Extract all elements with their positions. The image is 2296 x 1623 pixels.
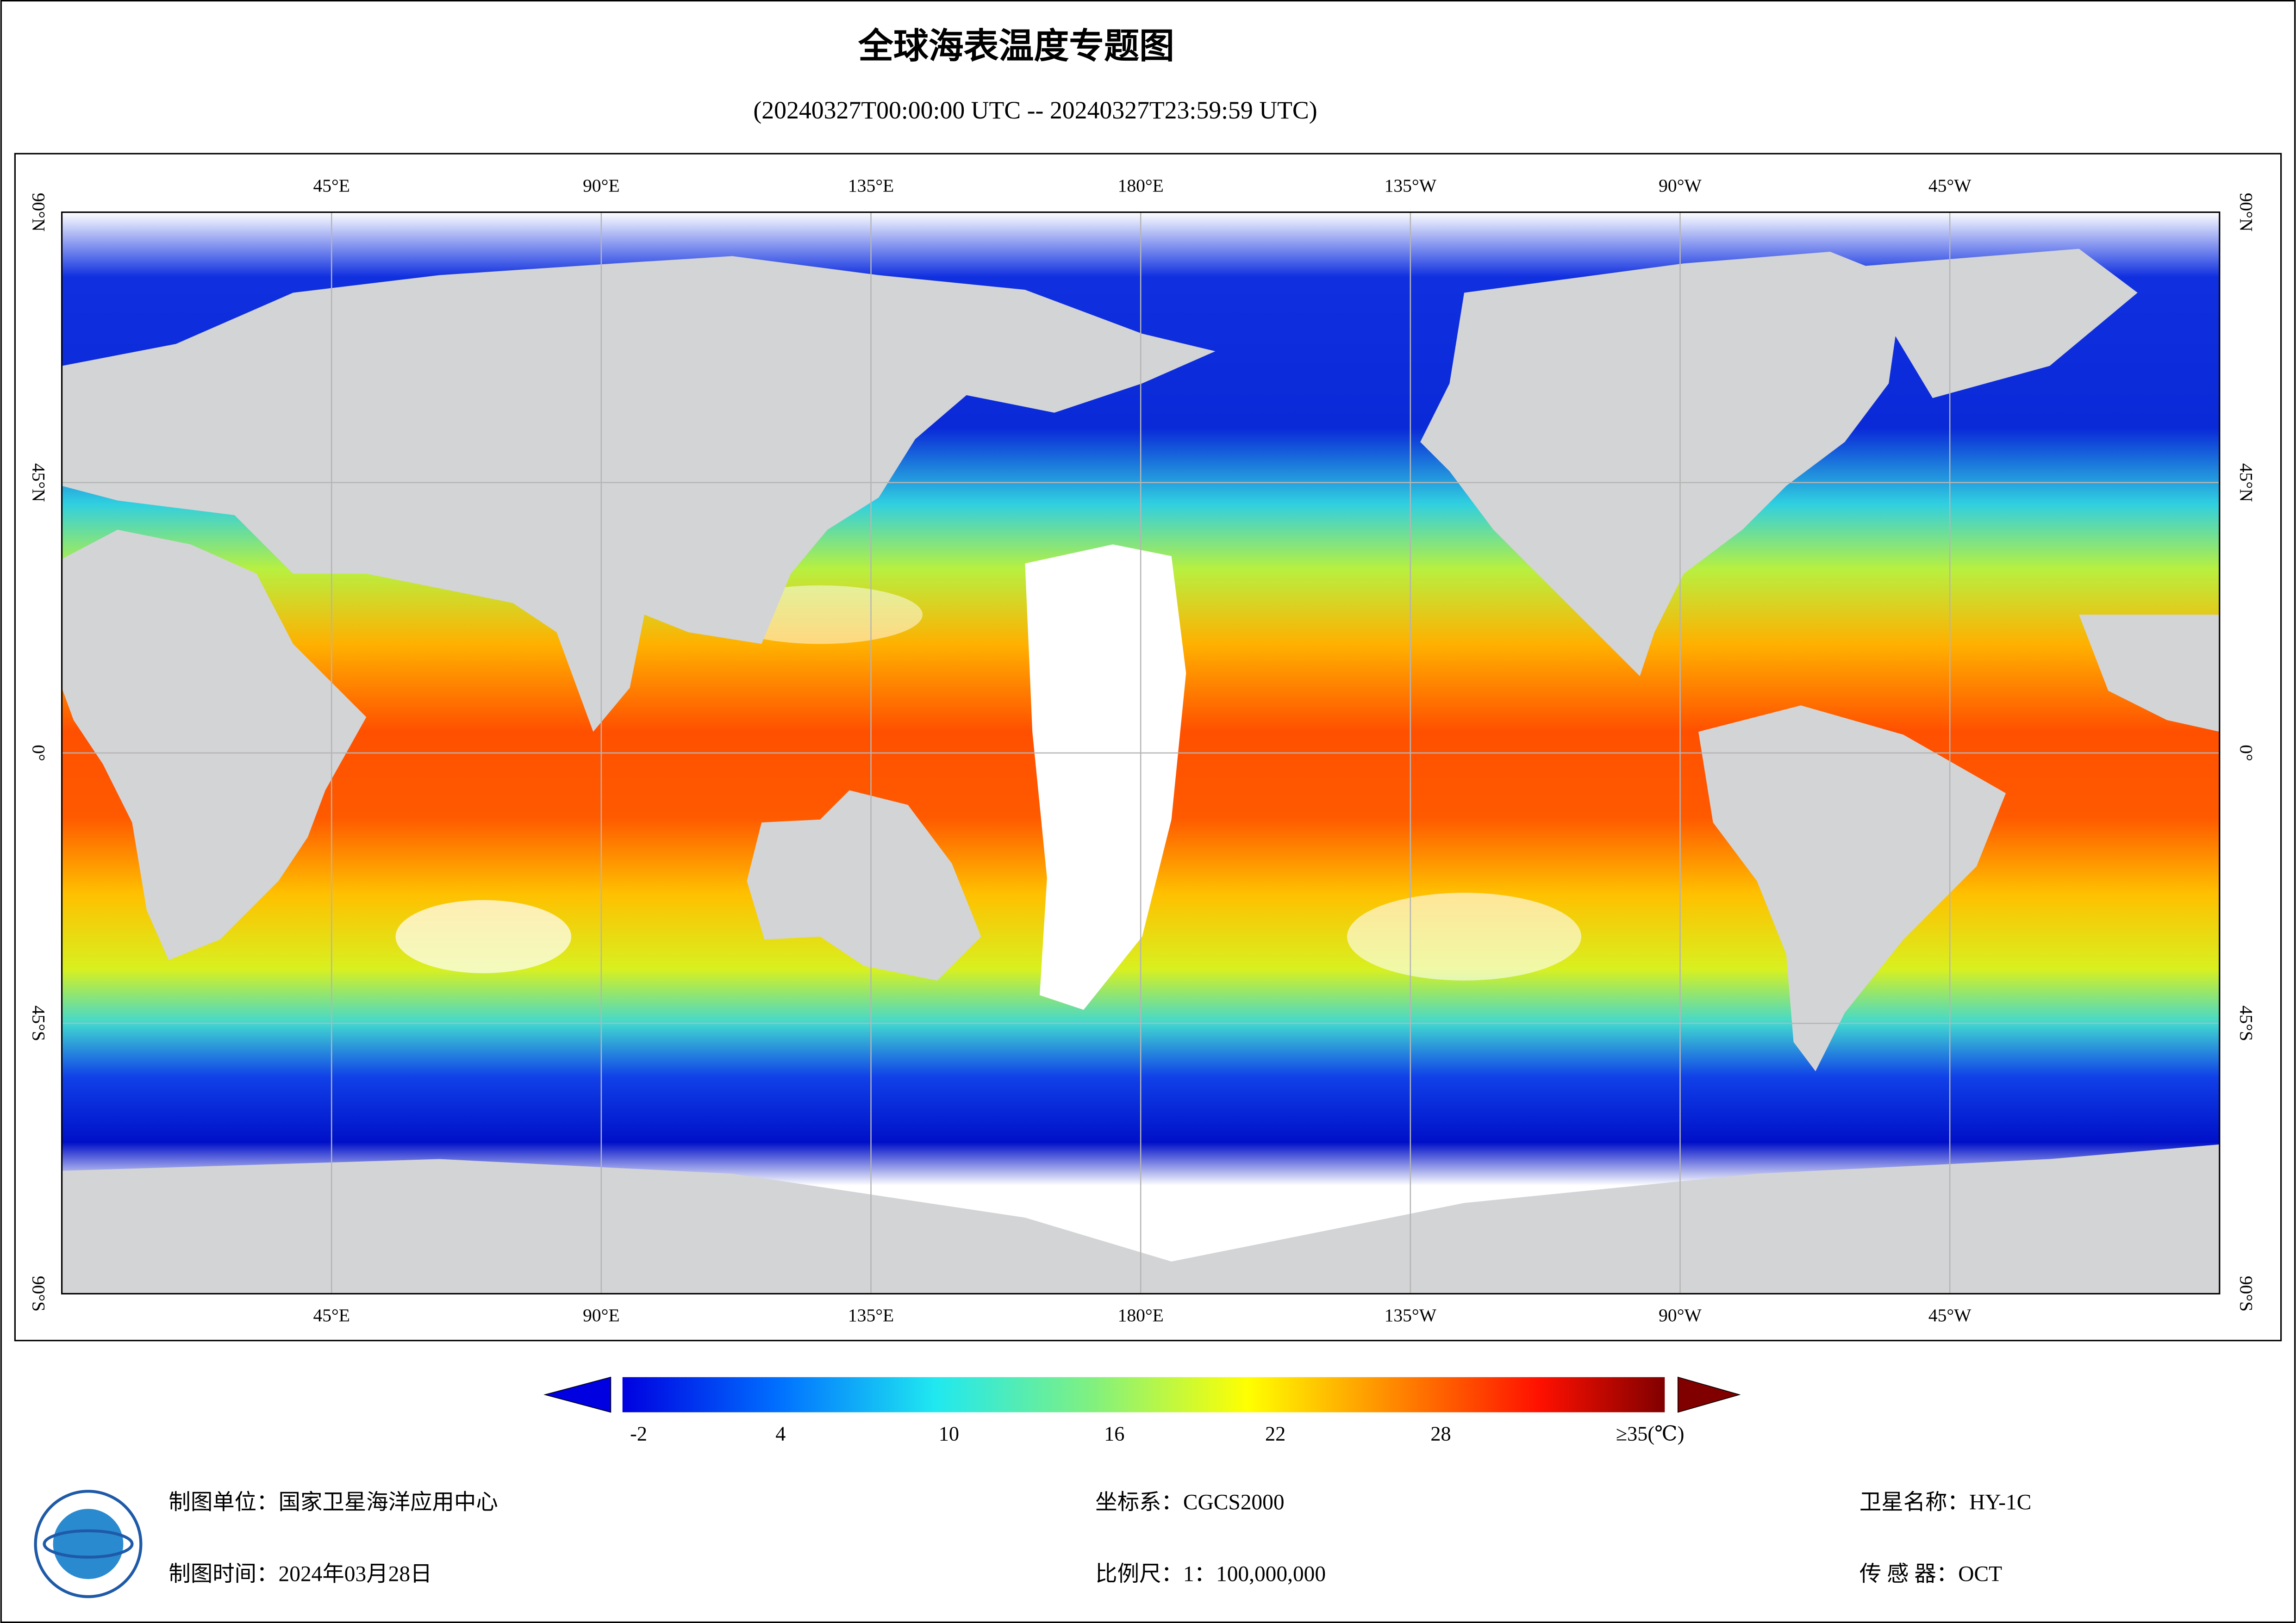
satellite: 卫星名称：HY-1C	[1859, 1491, 2031, 1515]
map	[61, 211, 2221, 1295]
colorbar-tick-label: 16	[1104, 1422, 1124, 1445]
colorbar-tick-label: 28	[1430, 1422, 1451, 1445]
logo	[34, 1490, 143, 1598]
longitude-label: 180°E	[1118, 1305, 1164, 1325]
latitude-label: 45°S	[2236, 1006, 2257, 1041]
longitude-label: 180°E	[1118, 175, 1164, 196]
latitude-label: 45°N	[2236, 463, 2257, 502]
mapping-time: 制图时间：2024年03月28日	[168, 1562, 432, 1586]
cloud-gap	[1347, 893, 1582, 981]
title: 全球海表温度专题图	[858, 25, 1174, 66]
longitude-label: 45°E	[313, 175, 349, 196]
colorbar-tick-label: 10	[939, 1422, 959, 1445]
colorbar-tick-label: 22	[1265, 1422, 1285, 1445]
colorbar-tick-label: 4	[775, 1422, 786, 1445]
latitude-label: 90°S	[29, 1276, 49, 1312]
latitude-label: 0°	[29, 745, 49, 761]
longitude-label: 45°E	[313, 1305, 349, 1325]
sensor: 传 感 器：OCT	[1859, 1562, 2002, 1586]
subtitle: (20240327T00:00:00 UTC -- 20240327T23:59…	[753, 96, 1317, 124]
latitude-label: 90°N	[29, 193, 49, 232]
mapping-unit: 制图单位：国家卫星海洋应用中心	[168, 1491, 498, 1515]
map-frame	[14, 153, 2282, 1342]
latitude-label: 0°	[2236, 745, 2257, 761]
latitude-label: 45°S	[29, 1006, 49, 1041]
longitude-label: 45°W	[1928, 1305, 1972, 1325]
longitude-label: 135°E	[848, 1305, 894, 1325]
colorbar-tick-label: ≥35(℃)	[1616, 1422, 1685, 1445]
longitude-label: 90°W	[1659, 1305, 1702, 1325]
latitude-label: 90°N	[2236, 193, 2257, 232]
coordinate-system: 坐标系：CGCS2000	[1095, 1491, 1284, 1515]
map-border	[61, 211, 2221, 1295]
longitude-label: 135°E	[848, 175, 894, 196]
no-data-area	[1025, 544, 1186, 1010]
graticule	[62, 212, 2220, 1294]
cloud-gap	[395, 900, 572, 973]
longitude-label: 90°E	[583, 1305, 619, 1325]
latitude-label: 45°N	[29, 463, 49, 502]
latitude-label: 90°S	[2236, 1276, 2257, 1312]
longitude-label: 90°W	[1659, 175, 1702, 196]
colorbar	[543, 1376, 1741, 1413]
longitude-label: 135°W	[1385, 175, 1437, 196]
colorbar-low-arrow	[543, 1376, 611, 1413]
colorbar-tick-label: -2	[630, 1422, 647, 1445]
longitude-label: 90°E	[583, 175, 619, 196]
colorbar-ramp	[622, 1377, 1665, 1412]
longitude-label: 45°W	[1928, 175, 1972, 196]
scale: 比例尺：1：100,000,000	[1095, 1562, 1326, 1586]
longitude-label: 135°W	[1385, 1305, 1437, 1325]
colorbar-high-arrow	[1677, 1376, 1741, 1413]
